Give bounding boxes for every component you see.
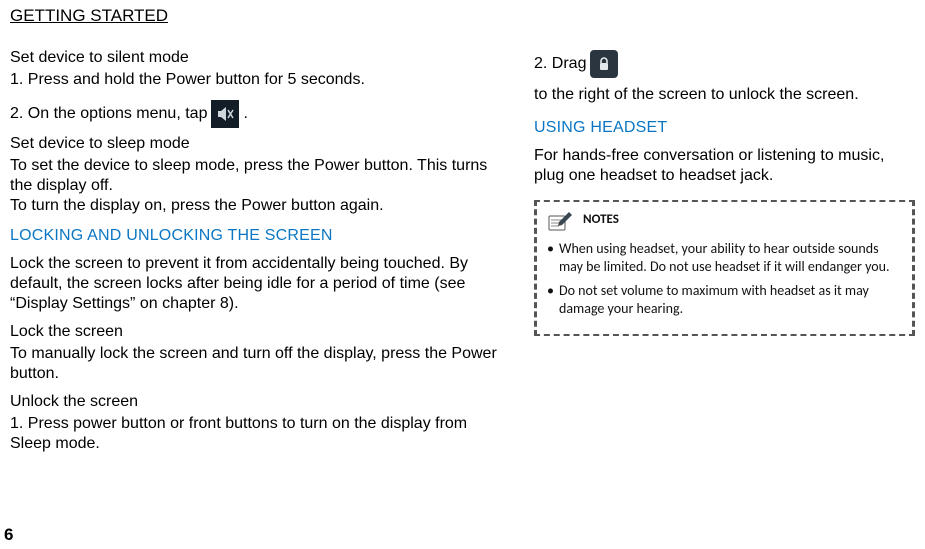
columns: Set device to silent mode 1. Press and h… [10, 44, 915, 464]
lock-screen-body: To manually lock the screen and turn off… [10, 344, 500, 384]
unlock-screen-heading: Unlock the screen [10, 392, 500, 412]
unlock-step-2-post: to the right of the screen to unlock the… [534, 82, 859, 108]
locking-section-title: LOCKING AND UNLOCKING THE SCREEN [10, 226, 500, 246]
silent-step-1: 1. Press and hold the Power button for 5… [10, 70, 500, 90]
notes-header: NOTES [547, 210, 902, 232]
locking-intro: Lock the screen to prevent it from accid… [10, 254, 500, 314]
silent-step-2-post: . [243, 104, 247, 124]
lock-icon [590, 50, 618, 78]
headset-body: For hands-free conversation or listening… [534, 146, 915, 186]
notes-bullet-1: When using headset, your ability to hear… [547, 240, 902, 276]
silent-step-2: 2. On the options menu, tap . [10, 100, 500, 128]
sleep-mode-heading: Set device to sleep mode [10, 134, 500, 154]
unlock-step-2-pre: 2. Drag [534, 51, 586, 77]
unlock-step-2: 2. Drag to the right of the screen to un… [534, 50, 915, 108]
page-number: 6 [4, 525, 13, 545]
notes-bullet-2: Do not set volume to maximum with headse… [547, 282, 902, 318]
page-header: GETTING STARTED [10, 6, 915, 26]
silent-step-2-pre: 2. On the options menu, tap [10, 104, 207, 124]
notes-box: NOTES When using headset, your ability t… [534, 200, 915, 337]
headset-section-title: USING HEADSET [534, 118, 915, 138]
sleep-mode-p1: To set the device to sleep mode, press t… [10, 156, 500, 196]
lock-screen-heading: Lock the screen [10, 322, 500, 342]
column-right: 2. Drag to the right of the screen to un… [534, 44, 915, 464]
notes-pencil-icon [547, 210, 573, 232]
notes-bullets: When using headset, your ability to hear… [547, 240, 902, 319]
sleep-mode-p2: To turn the display on, press the Power … [10, 196, 500, 216]
notes-label: NOTES [583, 212, 619, 228]
column-left: Set device to silent mode 1. Press and h… [10, 44, 500, 464]
unlock-step-1: 1. Press power button or front buttons t… [10, 414, 500, 454]
silent-mode-icon [211, 100, 239, 128]
manual-page: GETTING STARTED Set device to silent mod… [0, 0, 925, 549]
silent-mode-heading: Set device to silent mode [10, 48, 500, 68]
